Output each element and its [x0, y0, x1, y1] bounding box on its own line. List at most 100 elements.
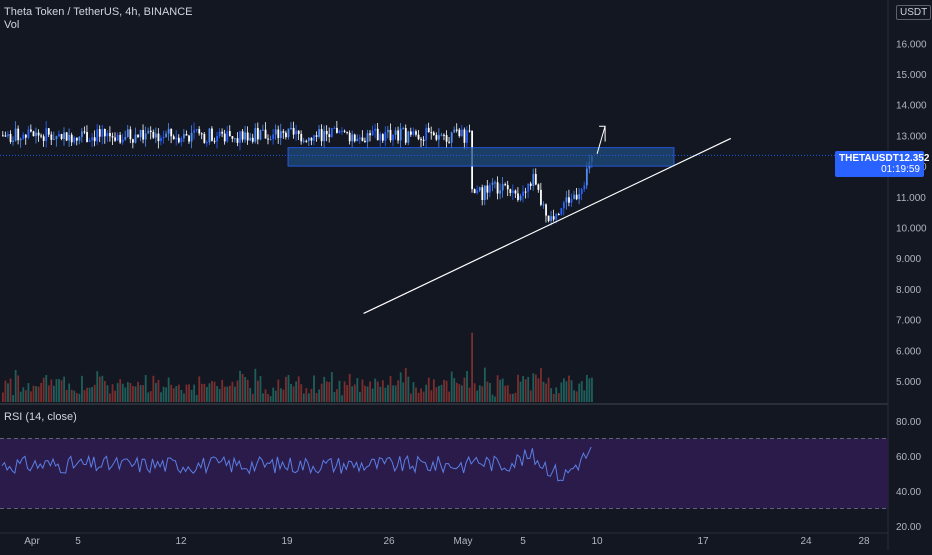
volume-bar	[563, 378, 565, 402]
volume-bar	[532, 373, 535, 402]
candle-body	[267, 138, 269, 140]
volume-bar	[290, 383, 292, 402]
time-axis-tick: 10	[591, 536, 603, 547]
volume-bar	[142, 385, 145, 402]
candle-body	[134, 134, 137, 143]
candle-body	[119, 134, 122, 143]
candle-body	[545, 204, 547, 216]
candle-body	[239, 131, 241, 143]
candle-body	[17, 128, 20, 141]
rsi-axis-tick: 40.00	[896, 487, 921, 498]
volume-bar	[231, 381, 234, 402]
currency-selector[interactable]: USDT	[896, 5, 932, 20]
candle-body	[144, 133, 147, 140]
candle-body	[568, 197, 570, 203]
volume-bar	[310, 388, 313, 402]
volume-bar	[499, 379, 502, 402]
candle-body	[185, 134, 188, 136]
candle-body	[60, 134, 63, 140]
candle-body	[37, 132, 40, 136]
volume-bar	[445, 380, 448, 402]
volume-bar	[91, 387, 94, 402]
volume-bar	[557, 393, 560, 402]
volume-bar	[162, 386, 165, 402]
volume-bar	[193, 384, 196, 402]
volume-bar	[272, 387, 275, 402]
candle-body	[540, 189, 542, 205]
volume-bar	[149, 391, 152, 402]
candle-body	[527, 183, 530, 192]
volume-bar	[183, 393, 185, 402]
volume-bar	[60, 380, 63, 402]
volume-bar	[83, 390, 86, 402]
candle-body	[443, 134, 445, 136]
rsi-band	[0, 438, 888, 509]
price-axis-tick: 11.000	[896, 193, 926, 204]
volume-bar	[137, 381, 139, 402]
candle-body	[221, 131, 224, 134]
volume-bar	[228, 385, 231, 402]
volume-bar	[461, 385, 463, 402]
volume-bar	[427, 377, 430, 402]
volume-bar	[37, 386, 40, 402]
volume-bar	[75, 393, 78, 402]
candle-body	[58, 134, 60, 137]
volume-bar	[282, 389, 285, 402]
candle-body	[458, 129, 461, 137]
candle-body	[236, 138, 239, 143]
candle-body	[172, 136, 175, 140]
volume-bar	[361, 379, 364, 402]
volume-bar	[399, 372, 402, 402]
volume-bar	[203, 383, 206, 402]
volume-bar	[313, 375, 315, 402]
candle-body	[53, 138, 55, 140]
volume-bar	[542, 381, 545, 402]
volume-bar	[157, 379, 160, 402]
price-axis-tick: 16.000	[896, 39, 927, 50]
candle-body	[318, 129, 320, 137]
volume-bar	[486, 381, 489, 402]
candle-body	[203, 133, 206, 143]
candle-body	[2, 135, 4, 137]
volume-bar	[440, 384, 443, 402]
candle-body	[180, 138, 183, 143]
volume-bar	[547, 377, 550, 402]
volume-bar	[397, 380, 400, 402]
candle-body	[524, 191, 527, 193]
candle-body	[585, 168, 588, 186]
volume-bar	[323, 376, 326, 402]
volume-bar	[226, 386, 229, 402]
volume-bar	[188, 384, 190, 402]
rsi-axis-tick: 80.00	[896, 417, 921, 428]
volume-bar	[471, 332, 473, 402]
volume-bar	[420, 388, 422, 402]
candle-body	[68, 134, 71, 141]
candle-body	[369, 133, 371, 136]
candle-body	[244, 132, 247, 140]
volume-bar	[522, 376, 524, 402]
candle-body	[200, 133, 203, 135]
candle-body	[384, 132, 387, 141]
price-tag-ticker: THETAUSDT	[839, 153, 899, 164]
candle-body	[126, 129, 129, 138]
candle-body	[404, 128, 407, 143]
candle-body	[310, 137, 313, 141]
candle-body	[412, 131, 415, 135]
volume-bar	[302, 393, 305, 402]
volume-bar	[236, 380, 239, 402]
volume-bar	[328, 382, 331, 402]
candle-body	[364, 140, 366, 143]
volume-bar	[402, 382, 405, 402]
volume-bar	[379, 386, 382, 402]
candle-body	[213, 140, 216, 142]
candle-body	[397, 130, 400, 141]
volume-bar	[180, 389, 183, 402]
candle-body	[211, 128, 213, 141]
volume-bar	[585, 374, 588, 402]
candle-body	[218, 131, 221, 137]
candle-body	[552, 216, 555, 220]
candle-body	[496, 182, 499, 194]
volume-bar	[277, 379, 280, 402]
